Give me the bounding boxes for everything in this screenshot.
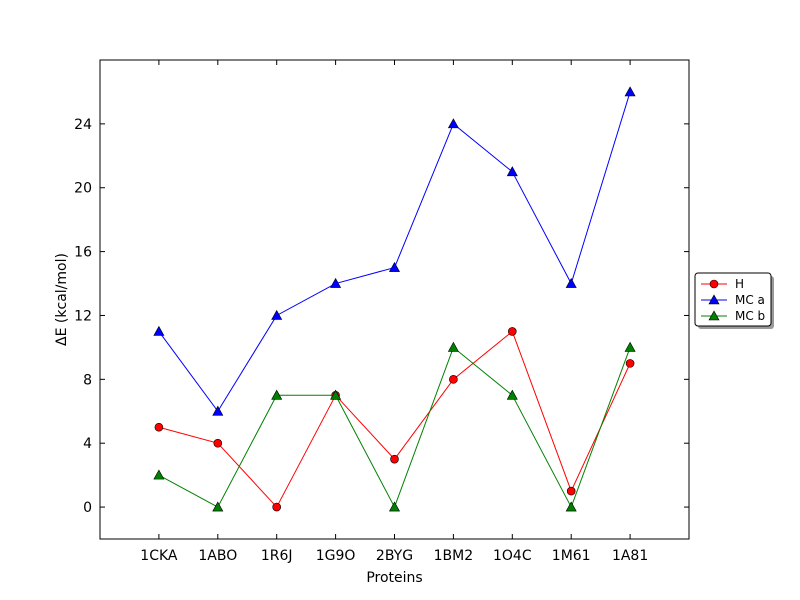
- data-point-mc-b: [271, 389, 283, 400]
- y-tick-label: 24: [74, 117, 92, 133]
- x-tick-label: 2BYG: [376, 548, 413, 564]
- data-point-mc-b: [330, 389, 342, 400]
- data-point-mc-a: [624, 86, 636, 97]
- data-point-h: [272, 502, 282, 512]
- legend: H MC a MC b: [694, 272, 774, 329]
- legend-label: MC b: [735, 309, 765, 323]
- data-point-mc-a: [447, 118, 459, 129]
- legend-label: MC a: [735, 293, 765, 307]
- data-point-mc-b: [212, 501, 224, 512]
- y-tick-label: 8: [83, 372, 92, 388]
- legend-marker: [709, 279, 719, 289]
- data-point-h: [507, 327, 517, 336]
- x-tick-label: 1A81: [612, 548, 648, 564]
- x-tick-label: 1O4C: [493, 548, 532, 564]
- legend-marker: [708, 310, 720, 321]
- x-tick-label: 1M61: [552, 548, 591, 564]
- x-tick-label: 1R6J: [261, 548, 293, 564]
- y-axis: 0 4 8 12 16 20 24: [74, 117, 689, 516]
- data-point-mc-b: [388, 501, 401, 512]
- data-point-h: [213, 438, 223, 448]
- y-tick-label: 4: [83, 436, 92, 452]
- y-tick-label: 20: [74, 181, 92, 197]
- x-tick-label: 1ABO: [198, 548, 237, 564]
- x-axis: 1CKA 1ABO 1R6J 1G9O 2BYG 1BM2 1O4C 1M61 1A81: [140, 60, 648, 564]
- x-axis-label: Proteins: [366, 570, 422, 586]
- data-point-mc-a: [565, 277, 577, 288]
- y-tick-label: 0: [83, 500, 92, 516]
- data-point-h: [625, 359, 635, 368]
- x-tick-label: 1BM2: [434, 548, 474, 564]
- data-point-h: [566, 486, 576, 496]
- legend-marker: [708, 294, 720, 305]
- x-tick-label: 1G9O: [316, 548, 356, 564]
- series-layer: [153, 86, 636, 512]
- data-point-h: [154, 422, 164, 432]
- plot-area: [99, 59, 690, 540]
- data-point-mc-b: [624, 341, 636, 352]
- data-point-mc-b: [506, 389, 518, 400]
- series-mc-b: [153, 341, 636, 512]
- x-tick-label: 1CKA: [140, 548, 178, 564]
- data-point-mc-a: [506, 166, 518, 177]
- data-point-mc-b: [565, 501, 577, 512]
- data-point-mc-b: [153, 469, 165, 480]
- data-point-h: [390, 454, 399, 464]
- data-point-mc-a: [271, 309, 283, 320]
- data-point-mc-b: [447, 341, 459, 352]
- y-tick-label: 12: [74, 308, 92, 324]
- data-point-mc-a: [212, 405, 224, 416]
- data-point-mc-a: [153, 325, 165, 336]
- series-mc-a: [153, 86, 636, 416]
- y-tick-label: 16: [74, 245, 92, 261]
- y-axis-label: ΔE (kcal/mol): [54, 253, 70, 346]
- data-point-mc-a: [388, 261, 401, 272]
- data-point-h: [449, 375, 458, 384]
- data-point-mc-a: [330, 277, 342, 288]
- legend-label: H: [735, 277, 744, 291]
